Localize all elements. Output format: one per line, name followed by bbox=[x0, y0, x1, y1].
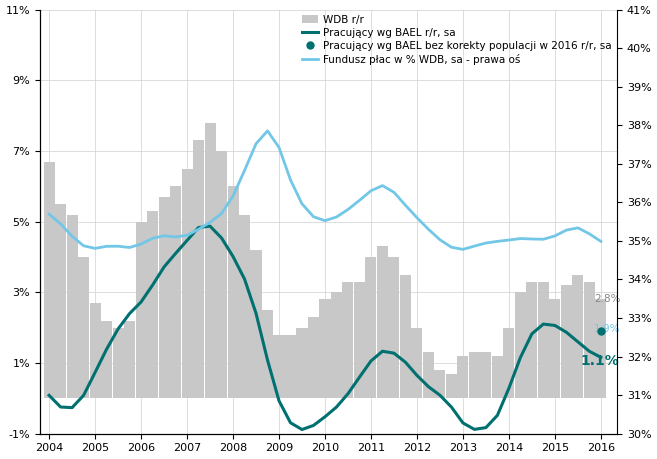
Bar bbox=[538, 282, 549, 398]
Bar bbox=[354, 282, 365, 398]
Bar bbox=[492, 356, 503, 398]
Bar bbox=[158, 197, 170, 398]
Legend: WDB r/r, Pracujący wg BAEL r/r, sa, Pracujący wg BAEL bez korekty populacji w 20: WDB r/r, Pracujący wg BAEL r/r, sa, Prac… bbox=[302, 15, 612, 65]
Bar bbox=[549, 299, 560, 398]
Bar bbox=[193, 140, 204, 398]
Bar bbox=[480, 353, 491, 398]
Bar bbox=[561, 285, 572, 398]
Bar bbox=[124, 320, 135, 398]
Bar bbox=[181, 168, 193, 398]
Bar bbox=[204, 123, 215, 398]
Bar bbox=[595, 299, 606, 398]
Bar bbox=[262, 310, 273, 398]
Bar bbox=[423, 353, 434, 398]
Bar bbox=[434, 370, 445, 398]
Bar bbox=[101, 320, 112, 398]
Bar bbox=[239, 214, 250, 398]
Bar bbox=[342, 282, 353, 398]
Bar bbox=[457, 356, 468, 398]
Bar bbox=[89, 303, 101, 398]
Bar bbox=[526, 282, 537, 398]
Bar bbox=[78, 257, 89, 398]
Bar bbox=[273, 335, 284, 398]
Bar bbox=[55, 204, 66, 398]
Bar bbox=[331, 292, 342, 398]
Bar bbox=[469, 353, 480, 398]
Bar bbox=[170, 186, 181, 398]
Bar bbox=[112, 328, 124, 398]
Bar bbox=[135, 222, 147, 398]
Bar bbox=[365, 257, 376, 398]
Bar bbox=[296, 328, 307, 398]
Text: 1.9%: 1.9% bbox=[594, 325, 620, 335]
Bar bbox=[147, 211, 158, 398]
Bar bbox=[400, 274, 411, 398]
Bar bbox=[43, 162, 55, 398]
Bar bbox=[572, 274, 583, 398]
Bar bbox=[319, 299, 330, 398]
Bar bbox=[227, 186, 238, 398]
Bar bbox=[515, 292, 526, 398]
Bar bbox=[584, 282, 595, 398]
Bar bbox=[308, 317, 319, 398]
Text: 1.1%: 1.1% bbox=[580, 354, 619, 368]
Bar bbox=[411, 328, 422, 398]
Bar bbox=[66, 214, 78, 398]
Bar bbox=[285, 335, 296, 398]
Bar bbox=[377, 246, 388, 398]
Bar bbox=[446, 374, 457, 398]
Text: 2.8%: 2.8% bbox=[594, 294, 620, 304]
Bar bbox=[216, 151, 227, 398]
Bar bbox=[250, 250, 261, 398]
Bar bbox=[388, 257, 399, 398]
Bar bbox=[503, 328, 514, 398]
